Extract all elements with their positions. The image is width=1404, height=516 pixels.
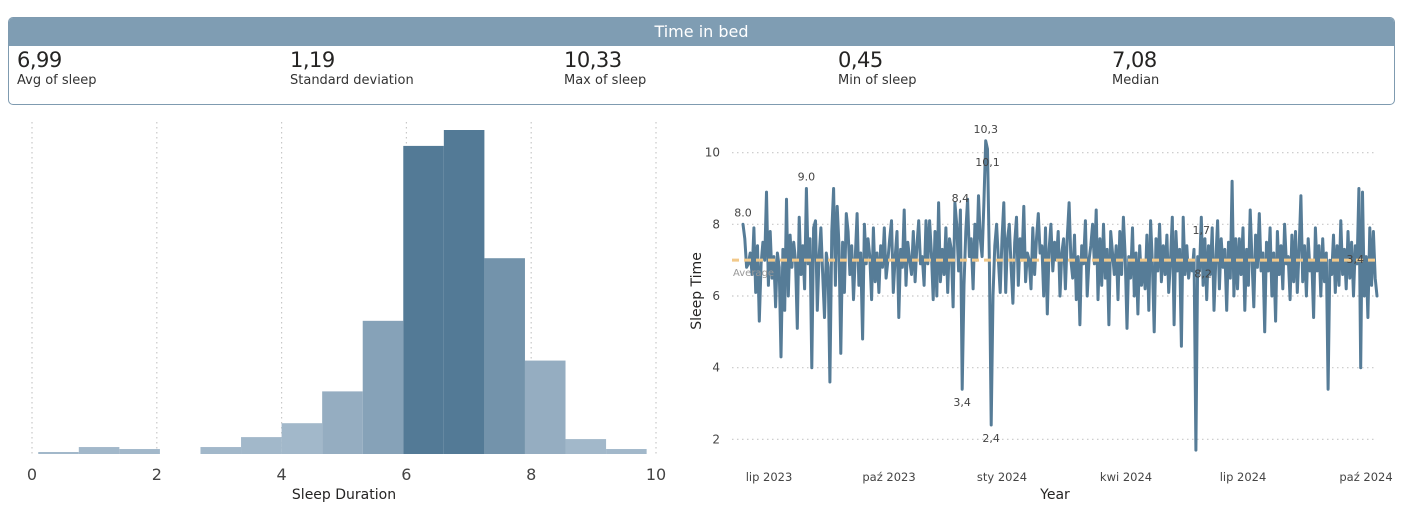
line-data-label: 3,4 xyxy=(953,396,971,409)
kpi-label: Min of sleep xyxy=(838,73,917,88)
time-in-bed-card: Time in bed 6,99 Avg of sleep 1,19 Stand… xyxy=(8,17,1395,105)
average-line-group: Average xyxy=(732,258,1377,279)
kpi-label: Max of sleep xyxy=(564,73,647,88)
histogram-bar xyxy=(403,145,444,454)
histogram-x-tick-label: 0 xyxy=(27,465,37,484)
histogram-bar xyxy=(524,360,566,454)
line-y-tick-label: 8 xyxy=(712,217,720,231)
kpi-median: 7,08 Median xyxy=(1112,48,1159,89)
sleep-duration-histogram: 0 2 4 6 8 10 Sleep Duration xyxy=(27,122,666,503)
kpi-standard-deviation: 1,19 Standard deviation xyxy=(290,48,414,89)
sleep-time-series-line xyxy=(741,139,1379,452)
histogram-bar xyxy=(443,130,485,454)
line-x-tick-label: sty 2024 xyxy=(977,470,1027,484)
histogram-bar xyxy=(322,391,363,454)
histogram-bar xyxy=(565,439,607,454)
line-series-group xyxy=(741,139,1379,452)
histogram-x-tick-label: 4 xyxy=(277,465,287,484)
line-data-label: 2,4 xyxy=(982,432,1000,445)
line-x-tick-label: kwi 2024 xyxy=(1100,470,1152,484)
kpi-value: 6,99 xyxy=(17,48,62,72)
line-y-ticks: 2 4 6 8 10 xyxy=(705,146,720,447)
histogram-bar xyxy=(200,447,242,454)
kpi-label: Median xyxy=(1112,73,1160,88)
line-data-label: 10,1 xyxy=(975,156,1000,169)
line-data-labels: 8.09.03,48,410,310,12,41,78,23,46,0 xyxy=(734,123,1365,445)
histogram-x-axis-label: Sleep Duration xyxy=(292,487,396,503)
histogram-bars xyxy=(38,130,647,454)
line-data-label: 8.0 xyxy=(734,206,752,219)
line-x-tick-label: paź 2024 xyxy=(1339,470,1392,484)
line-data-label: 1,7 xyxy=(1193,224,1211,237)
histogram-x-tick-label: 10 xyxy=(646,465,666,484)
line-data-label: 10,3 xyxy=(973,123,998,136)
kpi-max-sleep: 10,33 Max of sleep xyxy=(564,48,646,89)
line-y-axis-label: Sleep Time xyxy=(689,252,705,330)
line-x-tick-label: lip 2024 xyxy=(1220,470,1267,484)
kpi-label: Standard deviation xyxy=(290,73,414,88)
histogram-x-tick-label: 6 xyxy=(401,465,411,484)
histogram-x-ticks: 0 2 4 6 8 10 xyxy=(27,465,666,484)
histogram-bar xyxy=(78,447,120,454)
kpi-value: 7,08 xyxy=(1112,48,1157,72)
histogram-bar xyxy=(606,449,647,454)
line-x-ticks: lip 2023 paź 2023 sty 2024 kwi 2024 lip 2024… xyxy=(746,470,1393,484)
average-line-label: Average xyxy=(733,268,774,279)
kpi-min-sleep: 0,45 Min of sleep xyxy=(838,48,917,89)
line-x-tick-label: lip 2023 xyxy=(746,470,793,484)
histogram-bar xyxy=(484,258,525,454)
line-y-tick-label: 4 xyxy=(712,361,720,375)
line-data-label: 9.0 xyxy=(798,171,816,184)
histogram-x-tick-label: 8 xyxy=(526,465,536,484)
histogram-bar xyxy=(281,423,323,454)
kpi-label: Avg of sleep xyxy=(17,73,97,88)
histogram-bar xyxy=(119,449,160,454)
histogram-x-tick-label: 2 xyxy=(152,465,162,484)
line-data-label: 3,4 xyxy=(1347,253,1365,266)
histogram-bar xyxy=(38,452,79,454)
card-title: Time in bed xyxy=(9,18,1394,46)
line-y-tick-label: 6 xyxy=(712,289,720,303)
line-x-axis-label: Year xyxy=(1039,487,1070,503)
kpi-avg-sleep: 6,99 Avg of sleep xyxy=(17,48,97,89)
kpi-value: 10,33 xyxy=(564,48,622,72)
histogram-bar xyxy=(362,320,404,454)
line-x-tick-label: paź 2023 xyxy=(862,470,915,484)
line-data-label: 8,2 xyxy=(1194,267,1212,280)
line-data-label: 8,4 xyxy=(952,192,970,205)
kpi-value: 1,19 xyxy=(290,48,335,72)
line-y-tick-label: 2 xyxy=(712,432,720,446)
histogram-bar xyxy=(241,437,282,454)
line-y-tick-label: 10 xyxy=(705,146,720,160)
kpi-value: 0,45 xyxy=(838,48,883,72)
